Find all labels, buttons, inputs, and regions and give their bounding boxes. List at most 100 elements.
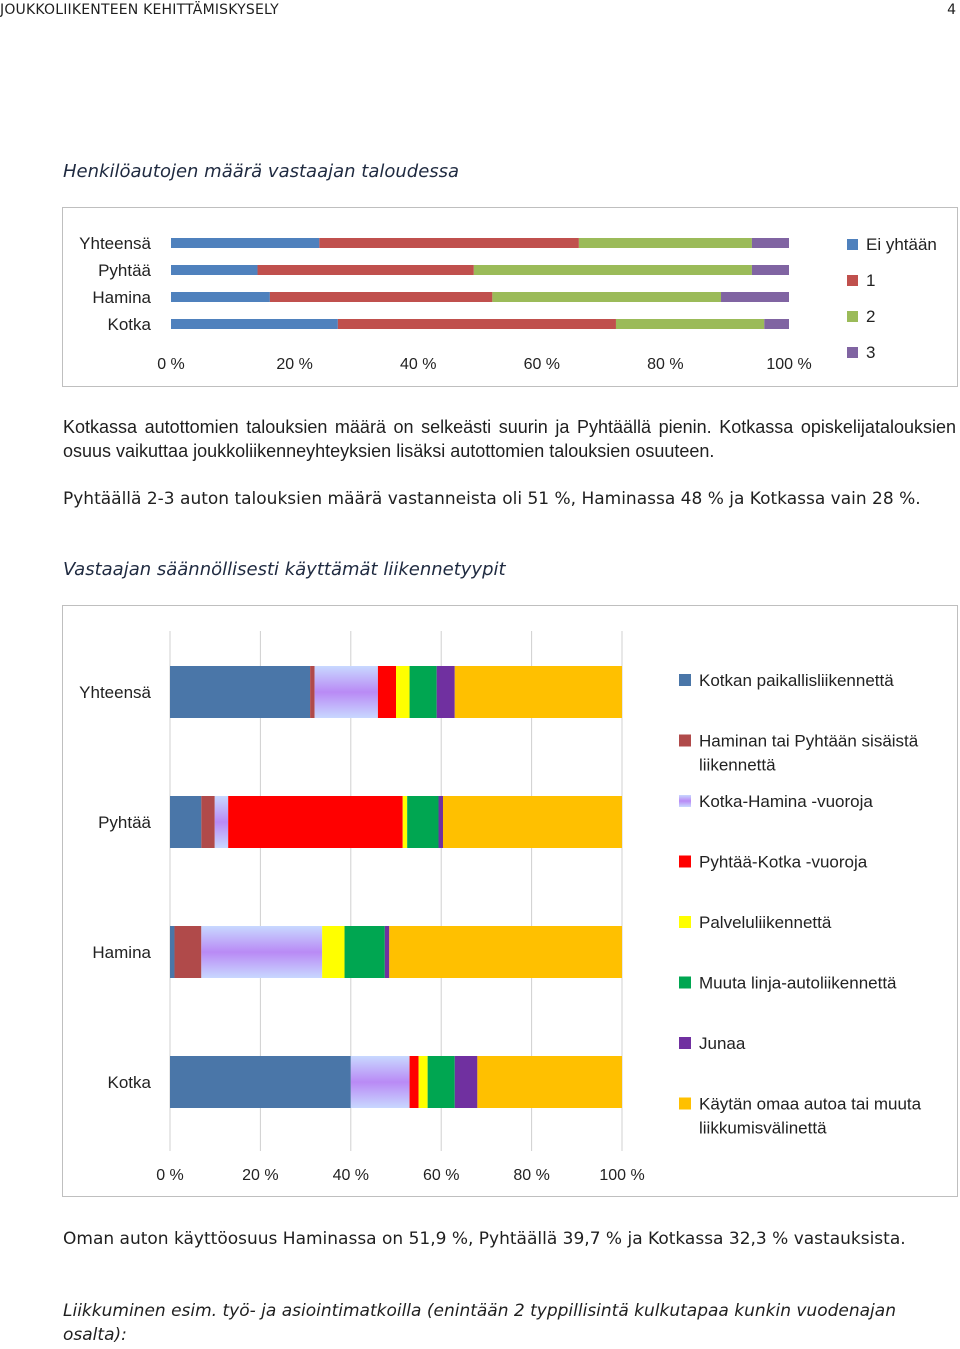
legend-swatch (679, 855, 691, 868)
x-tick-label: 100 % (599, 1167, 644, 1184)
legend-label: Junaa (699, 1034, 746, 1053)
category-label-3: Kotka (108, 315, 152, 334)
travel-caption: Liikkuminen esim. työ- ja asiointimatkoi… (63, 1301, 896, 1345)
bar-segment (436, 666, 455, 718)
x-tick-label: 0 % (156, 1167, 184, 1184)
bar-segment (477, 1056, 622, 1108)
legend-label: Haminan tai Pyhtään sisäistä liikennettä (699, 732, 919, 775)
legend-swatch (679, 1097, 691, 1110)
bar-segment (344, 926, 385, 978)
legend-label: Pyhtää-Kotka -vuoroja (699, 853, 868, 872)
paragraph-own-car-share: Oman auton käyttöosuus Haminassa on 51,9… (63, 1229, 906, 1249)
legend-label: Muuta linja-autoliikennettä (699, 974, 897, 993)
x-tick-label: 60 % (423, 1167, 459, 1184)
category-label-0: Yhteensä (79, 683, 151, 702)
legend-label: Palveluliikennettä (699, 913, 832, 932)
legend-swatch (847, 239, 858, 250)
legend-label: Kotka-Hamina -vuoroja (699, 792, 873, 811)
bar-segment (384, 926, 390, 978)
bar-segment (314, 666, 378, 718)
bar-segment (171, 238, 320, 248)
bar-segment (171, 319, 338, 329)
bar-segment (473, 265, 752, 275)
bar-segment (492, 292, 722, 302)
x-tick-label: 80 % (647, 356, 683, 373)
legend-label: Ei yhtään (866, 235, 937, 254)
bar-segment (615, 319, 765, 329)
bar-segment (319, 238, 579, 248)
legend-swatch (679, 674, 691, 686)
car-count-chart: Yhteensä Pyhtää Hamina Kotka 0 % 20 % 40 % 60 %… (79, 234, 937, 373)
legend-swatch (679, 795, 691, 807)
page-number: 4 (947, 2, 956, 18)
legend-label: 3 (866, 343, 875, 362)
bar-segment (409, 1056, 419, 1108)
chart2-caption: Vastaajan säännöllisesti käyttämät liike… (63, 559, 506, 580)
legend-swatch (847, 311, 858, 322)
bar-segment (201, 926, 323, 978)
legend-swatch (679, 1037, 691, 1049)
legend-label: Kotkan paikallisliikennettä (699, 671, 894, 690)
legend-swatch (679, 916, 691, 928)
bar-segment (764, 319, 789, 329)
legend-swatch (847, 275, 858, 286)
bar-segment (174, 926, 202, 978)
bar-segment (170, 666, 311, 718)
transport-types-chart: Yhteensä Pyhtää Hamina Kotka 0 % 20 % 40 % 60 %… (79, 631, 922, 1184)
running-header-title: JOUKKOLIIKENTEEN KEHITTÄMISKYSELY (0, 2, 279, 18)
legend-swatch (679, 976, 691, 989)
category-label-1: Pyhtää (98, 813, 151, 832)
bar-segment (350, 1056, 410, 1108)
paragraph-two-three-cars: Pyhtäällä 2-3 auton talouksien määrä vas… (63, 489, 921, 509)
bar-segment (442, 796, 622, 848)
legend-label: 1 (866, 271, 875, 290)
category-label-2: Hamina (92, 943, 151, 962)
chart2-frame: Yhteensä Pyhtää Hamina Kotka 0 % 20 % 40 % 60 %… (62, 605, 958, 1197)
x-tick-label: 80 % (513, 1167, 549, 1184)
bar-segment (396, 666, 410, 718)
paragraph-car-ownership: Kotkassa autottomien talouksien määrä on… (63, 417, 956, 461)
bar-segment (310, 666, 315, 718)
bar-segment (269, 292, 493, 302)
x-tick-label: 40 % (333, 1167, 369, 1184)
bar-segment (171, 265, 258, 275)
bar-segment (228, 796, 403, 848)
bar-segment (454, 1056, 478, 1108)
bar-segment (751, 265, 789, 275)
bar-segment (427, 1056, 455, 1108)
category-label-1: Pyhtää (98, 261, 151, 280)
bar-segment (402, 796, 408, 848)
legend-swatch (847, 347, 858, 358)
bar-segment (438, 796, 443, 848)
bar-segment (751, 238, 789, 248)
category-label-3: Kotka (108, 1073, 152, 1092)
bar-segment (578, 238, 752, 248)
bar-segment (257, 265, 474, 275)
bar-segment (721, 292, 789, 302)
x-tick-label: 60 % (524, 356, 560, 373)
x-tick-label: 0 % (157, 356, 185, 373)
bar-segment (377, 666, 396, 718)
bar-segment (322, 926, 345, 978)
x-tick-label: 40 % (400, 356, 436, 373)
chart1-frame: Yhteensä Pyhtää Hamina Kotka 0 % 20 % 40 % 60 %… (62, 207, 958, 387)
legend-label: 2 (866, 307, 875, 326)
bar-segment (201, 796, 215, 848)
x-tick-label: 20 % (242, 1167, 278, 1184)
bar-segment (418, 1056, 428, 1108)
category-label-2: Hamina (92, 288, 151, 307)
legend-swatch (679, 734, 691, 747)
bar-segment (170, 926, 175, 978)
x-tick-label: 100 % (766, 356, 811, 373)
chart1-caption: Henkilöautojen määrä vastaajan taloudess… (63, 161, 460, 182)
x-tick-label: 20 % (276, 356, 312, 373)
bar-segment (170, 1056, 351, 1108)
bar-segment (171, 292, 270, 302)
bar-segment (214, 796, 229, 848)
category-label-0: Yhteensä (79, 234, 151, 253)
legend-label: Käytän omaa autoa tai muuta liikkumisväli… (699, 1095, 922, 1138)
bar-segment (389, 926, 622, 978)
bar-segment (409, 666, 437, 718)
bar-segment (454, 666, 622, 718)
bar-segment (407, 796, 439, 848)
